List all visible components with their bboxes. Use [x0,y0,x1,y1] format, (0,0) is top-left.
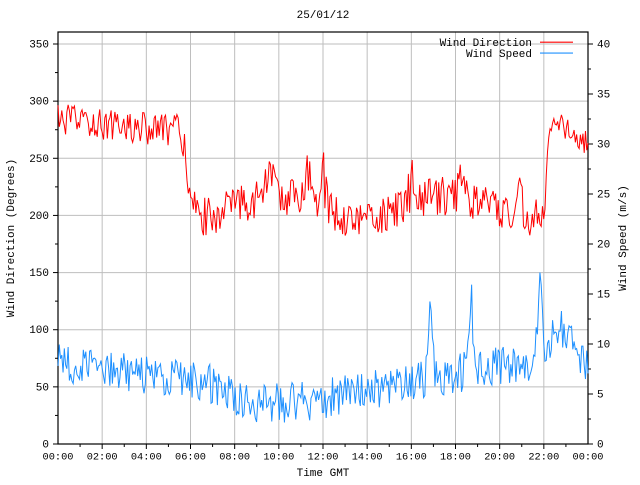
svg-text:02:00: 02:00 [87,452,118,464]
svg-text:Wind Direction (Degrees): Wind Direction (Degrees) [6,159,18,317]
svg-text:15: 15 [597,290,610,302]
svg-text:18:00: 18:00 [440,452,471,464]
svg-text:5: 5 [597,390,604,402]
svg-text:Wind Speed (m/s): Wind Speed (m/s) [618,185,630,291]
svg-text:35: 35 [597,90,610,102]
svg-text:200: 200 [29,211,49,223]
svg-text:0: 0 [42,440,49,452]
svg-text:350: 350 [29,40,49,52]
svg-text:50: 50 [36,382,49,394]
svg-text:300: 300 [29,97,49,109]
svg-text:10:00: 10:00 [263,452,294,464]
svg-text:30: 30 [597,140,610,152]
svg-text:25/01/12: 25/01/12 [297,10,350,22]
svg-text:16:00: 16:00 [396,452,427,464]
svg-text:40: 40 [597,40,610,52]
svg-text:Time GMT: Time GMT [297,468,350,480]
svg-text:00:00: 00:00 [43,452,74,464]
svg-text:20:00: 20:00 [484,452,515,464]
svg-text:04:00: 04:00 [131,452,162,464]
svg-text:20: 20 [597,240,610,252]
svg-text:06:00: 06:00 [175,452,206,464]
svg-text:12:00: 12:00 [308,452,339,464]
svg-text:100: 100 [29,325,49,337]
svg-text:0: 0 [597,440,604,452]
svg-text:22:00: 22:00 [528,452,559,464]
svg-text:08:00: 08:00 [219,452,250,464]
svg-text:10: 10 [597,340,610,352]
svg-text:25: 25 [597,190,610,202]
svg-text:150: 150 [29,268,49,280]
svg-text:Wind Speed: Wind Speed [466,49,532,61]
svg-text:250: 250 [29,154,49,166]
svg-text:00:00: 00:00 [573,452,604,464]
svg-text:14:00: 14:00 [352,452,383,464]
